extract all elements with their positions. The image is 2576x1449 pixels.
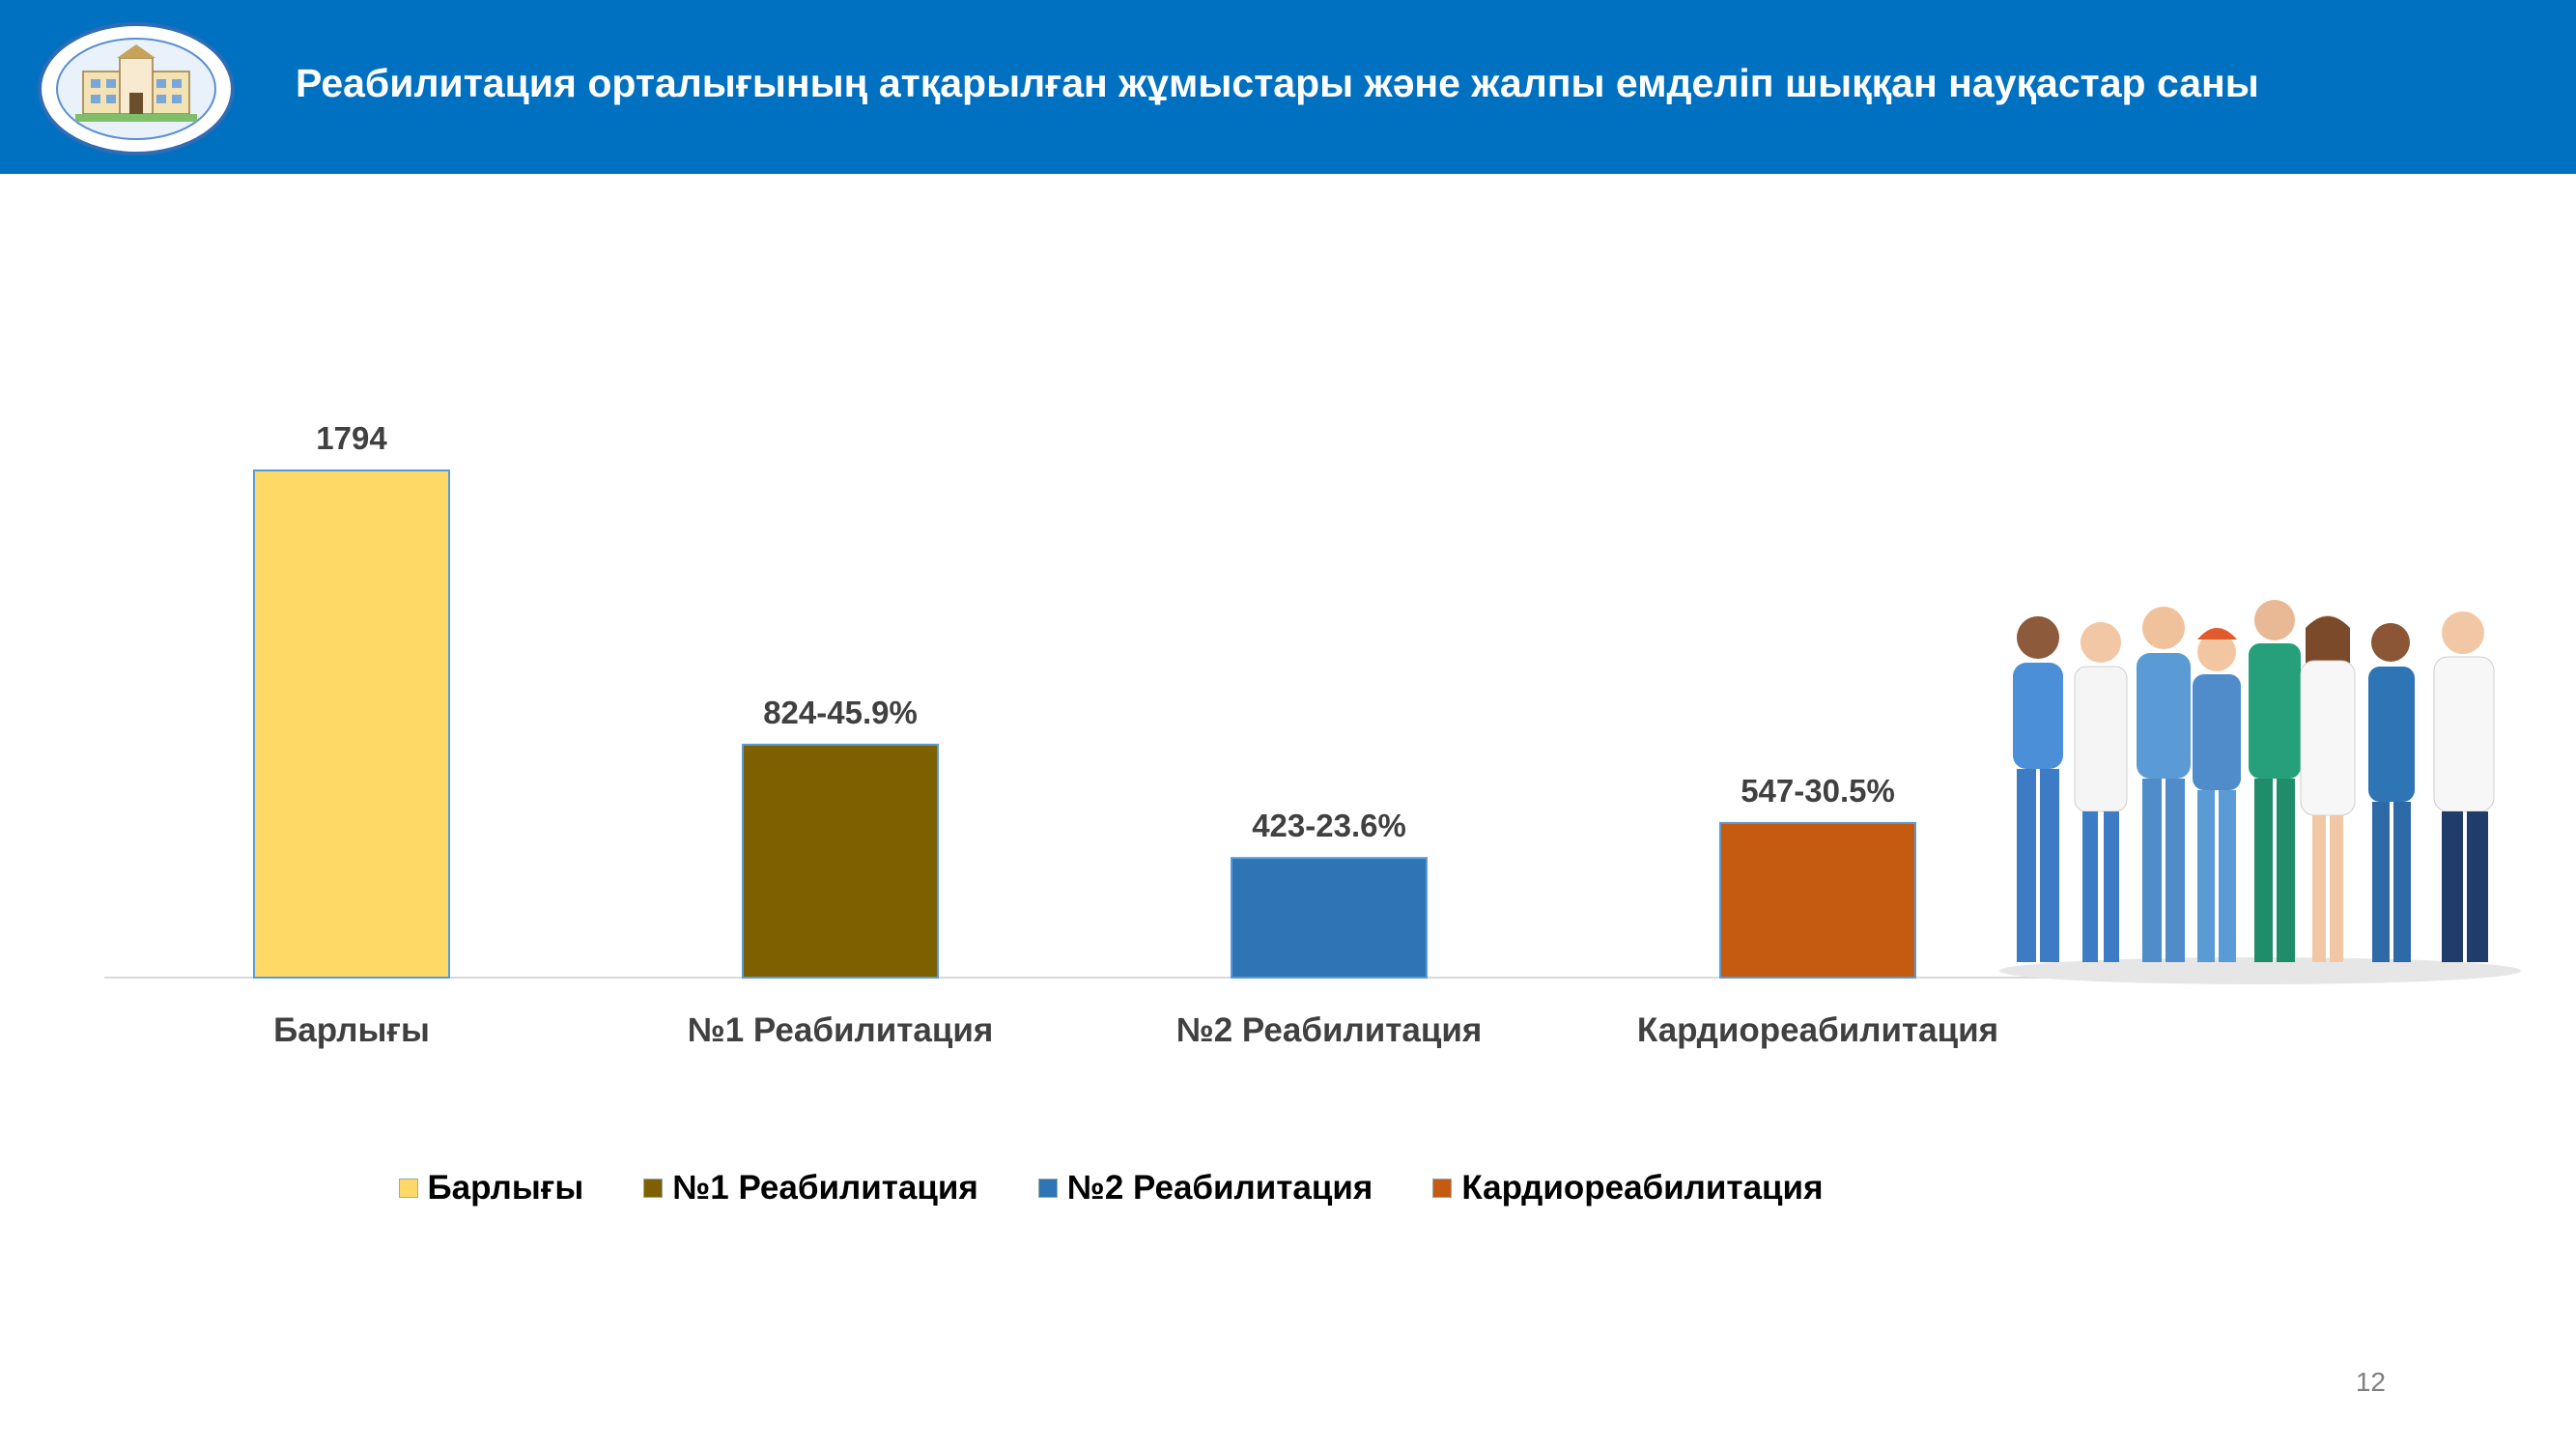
header-bar: Реабилитация орталығының атқарылған жұмы… bbox=[0, 0, 2576, 174]
legend-label-4: Кардиореабилитация bbox=[1461, 1169, 1824, 1207]
legend-label-2: №1 Реабилитация bbox=[672, 1169, 978, 1207]
legend-swatch-2 bbox=[643, 1179, 664, 1198]
bar-1 bbox=[253, 469, 450, 979]
chart-legend: Барлығы №1 Реабилитация №2 Реабилитация Кар… bbox=[0, 1169, 2222, 1208]
medical-staff-group-icon bbox=[1999, 600, 2521, 984]
category-label-3: №2 Реабилитация bbox=[1176, 1011, 1483, 1049]
legend-swatch-4 bbox=[1432, 1179, 1453, 1198]
legend-item-4: Кардиореабилитация bbox=[1432, 1169, 1824, 1208]
category-label-4: Кардиореабилитация bbox=[1637, 1011, 1998, 1049]
bar-4 bbox=[1719, 821, 1916, 979]
data-label-1: 1794 bbox=[316, 420, 387, 456]
legend-item-3: №2 Реабилитация bbox=[1037, 1169, 1373, 1208]
legend-swatch-3 bbox=[1037, 1179, 1058, 1198]
legend-swatch-1 bbox=[398, 1179, 418, 1198]
data-label-3: 423-23.6% bbox=[1252, 808, 1406, 843]
page-number: 12 bbox=[2355, 1367, 2386, 1397]
bar-3 bbox=[1231, 857, 1428, 980]
data-label-2: 824-45.9% bbox=[763, 695, 918, 730]
legend-item-2: №1 Реабилитация bbox=[643, 1169, 978, 1208]
category-label-2: №1 Реабилитация bbox=[688, 1011, 994, 1049]
legend-label-1: Барлығы bbox=[427, 1169, 584, 1207]
category-label-1: Барлығы bbox=[273, 1011, 430, 1049]
bar-chart: 1794 824-45.9% 423-23.6% 547-30.5% Барлығы №… bbox=[104, 420, 2062, 1049]
legend-label-3: №2 Реабилитация bbox=[1066, 1169, 1373, 1207]
page-title: Реабилитация орталығының атқарылған жұмы… bbox=[296, 61, 2259, 105]
bar-2 bbox=[742, 743, 939, 979]
legend-item-1: Барлығы bbox=[398, 1169, 584, 1208]
data-label-4: 547-30.5% bbox=[1741, 773, 1895, 809]
hospital-logo-icon bbox=[38, 22, 235, 156]
